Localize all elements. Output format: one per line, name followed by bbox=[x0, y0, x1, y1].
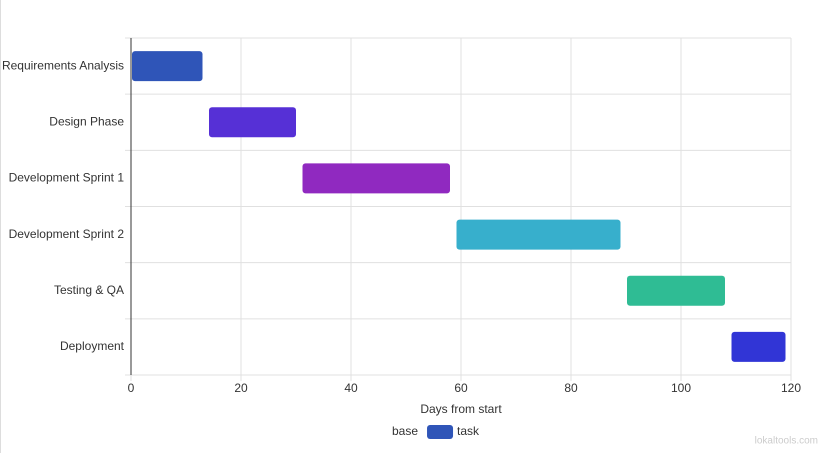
y-tick-label: Requirements Analysis bbox=[2, 58, 124, 72]
y-tick-label: Design Phase bbox=[49, 114, 124, 128]
x-tick-label: 100 bbox=[671, 381, 691, 395]
x-axis-label: Days from start bbox=[420, 402, 502, 416]
y-tick-label: Testing & QA bbox=[54, 283, 124, 297]
x-tick-label: 60 bbox=[454, 381, 468, 395]
y-tick-label: Deployment bbox=[60, 339, 125, 353]
task-bar bbox=[209, 107, 296, 138]
y-tick-label: Development Sprint 2 bbox=[9, 227, 125, 241]
task-bar bbox=[731, 331, 786, 362]
x-tick-label: 20 bbox=[234, 381, 248, 395]
task-bar bbox=[627, 275, 725, 306]
task-bar bbox=[132, 51, 203, 82]
legend-label: task bbox=[457, 424, 480, 438]
x-tick-label: 120 bbox=[781, 381, 801, 395]
x-tick-label: 0 bbox=[128, 381, 135, 395]
x-tick-label: 80 bbox=[564, 381, 578, 395]
base-bar bbox=[131, 107, 208, 137]
base-bar bbox=[131, 220, 456, 250]
task-bar bbox=[302, 163, 450, 194]
base-bar bbox=[131, 276, 626, 306]
legend-label: base bbox=[392, 424, 418, 438]
y-tick-label: Development Sprint 1 bbox=[9, 171, 125, 185]
x-tick-label: 40 bbox=[344, 381, 358, 395]
task-bar bbox=[456, 219, 621, 250]
watermark: lokaltools.com bbox=[755, 436, 818, 447]
base-bar bbox=[131, 332, 731, 362]
legend-swatch bbox=[427, 425, 454, 439]
base-bar bbox=[131, 163, 302, 193]
